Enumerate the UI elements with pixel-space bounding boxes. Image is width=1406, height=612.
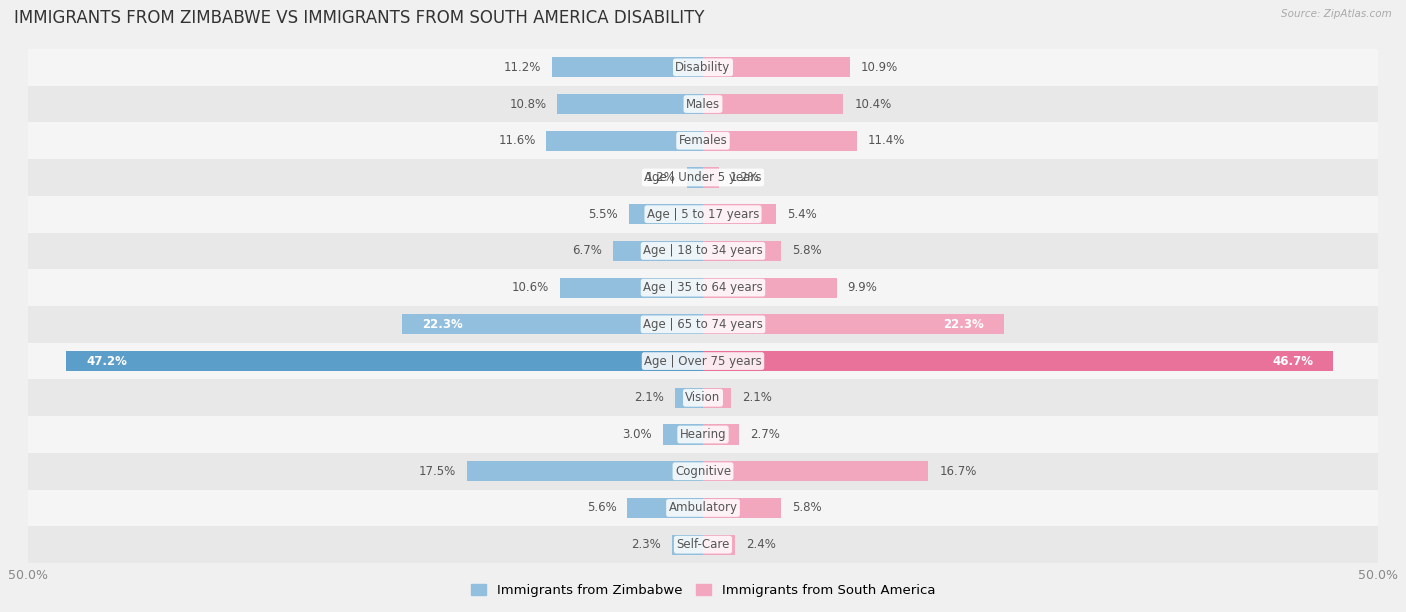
Bar: [28, 269, 1378, 306]
Bar: [703, 278, 837, 297]
Text: 2.3%: 2.3%: [631, 538, 661, 551]
Bar: [675, 388, 703, 408]
Text: 2.4%: 2.4%: [747, 538, 776, 551]
Text: 10.4%: 10.4%: [855, 97, 891, 111]
Text: Ambulatory: Ambulatory: [668, 501, 738, 515]
Bar: [703, 388, 731, 408]
Bar: [703, 351, 1333, 371]
Bar: [66, 351, 703, 371]
Bar: [28, 49, 1378, 86]
Text: 46.7%: 46.7%: [1272, 354, 1313, 368]
Text: Cognitive: Cognitive: [675, 465, 731, 478]
Text: 3.0%: 3.0%: [621, 428, 652, 441]
Bar: [467, 461, 703, 481]
Text: 2.1%: 2.1%: [742, 391, 772, 405]
Legend: Immigrants from Zimbabwe, Immigrants from South America: Immigrants from Zimbabwe, Immigrants fro…: [465, 579, 941, 603]
Text: 5.8%: 5.8%: [792, 244, 821, 258]
Text: Age | 65 to 74 years: Age | 65 to 74 years: [643, 318, 763, 331]
Bar: [28, 526, 1378, 563]
Text: 22.3%: 22.3%: [943, 318, 984, 331]
Bar: [402, 315, 703, 334]
Bar: [28, 122, 1378, 159]
Bar: [703, 241, 782, 261]
Text: 6.7%: 6.7%: [572, 244, 602, 258]
Text: Self-Care: Self-Care: [676, 538, 730, 551]
Text: Age | Under 5 years: Age | Under 5 years: [644, 171, 762, 184]
Text: 11.4%: 11.4%: [868, 134, 905, 147]
Text: Source: ZipAtlas.com: Source: ZipAtlas.com: [1281, 9, 1392, 19]
Text: Males: Males: [686, 97, 720, 111]
Text: 5.8%: 5.8%: [792, 501, 821, 515]
Text: 5.6%: 5.6%: [586, 501, 617, 515]
Text: 2.7%: 2.7%: [751, 428, 780, 441]
Text: Vision: Vision: [685, 391, 721, 405]
Bar: [627, 498, 703, 518]
Bar: [28, 453, 1378, 490]
Bar: [28, 343, 1378, 379]
Text: 9.9%: 9.9%: [848, 281, 877, 294]
Bar: [703, 461, 928, 481]
Bar: [703, 535, 735, 555]
Bar: [28, 159, 1378, 196]
Text: 1.2%: 1.2%: [647, 171, 676, 184]
Text: 10.9%: 10.9%: [860, 61, 898, 74]
Bar: [551, 57, 703, 77]
Bar: [28, 86, 1378, 122]
Text: 17.5%: 17.5%: [419, 465, 456, 478]
Text: 47.2%: 47.2%: [86, 354, 127, 368]
Bar: [28, 233, 1378, 269]
Text: 11.6%: 11.6%: [498, 134, 536, 147]
Text: Age | Over 75 years: Age | Over 75 years: [644, 354, 762, 368]
Bar: [703, 57, 851, 77]
Bar: [703, 167, 720, 187]
Bar: [547, 130, 703, 151]
Bar: [560, 278, 703, 297]
Text: Age | 35 to 64 years: Age | 35 to 64 years: [643, 281, 763, 294]
Text: 10.8%: 10.8%: [509, 97, 547, 111]
Text: 22.3%: 22.3%: [422, 318, 463, 331]
Bar: [703, 315, 1004, 334]
Text: 5.5%: 5.5%: [588, 207, 619, 221]
Text: 5.4%: 5.4%: [787, 207, 817, 221]
Bar: [703, 204, 776, 224]
Bar: [672, 535, 703, 555]
Bar: [703, 130, 856, 151]
Text: Females: Females: [679, 134, 727, 147]
Text: Age | 5 to 17 years: Age | 5 to 17 years: [647, 207, 759, 221]
Bar: [28, 416, 1378, 453]
Text: 11.2%: 11.2%: [503, 61, 541, 74]
Bar: [557, 94, 703, 114]
Text: 1.2%: 1.2%: [730, 171, 759, 184]
Text: 2.1%: 2.1%: [634, 391, 664, 405]
Text: Age | 18 to 34 years: Age | 18 to 34 years: [643, 244, 763, 258]
Bar: [28, 196, 1378, 233]
Text: 16.7%: 16.7%: [939, 465, 977, 478]
Bar: [613, 241, 703, 261]
Bar: [686, 167, 703, 187]
Bar: [703, 94, 844, 114]
Text: Disability: Disability: [675, 61, 731, 74]
Bar: [628, 204, 703, 224]
Text: Hearing: Hearing: [679, 428, 727, 441]
Bar: [28, 490, 1378, 526]
Bar: [703, 425, 740, 444]
Bar: [703, 498, 782, 518]
Bar: [28, 306, 1378, 343]
Bar: [28, 379, 1378, 416]
Text: 10.6%: 10.6%: [512, 281, 550, 294]
Text: IMMIGRANTS FROM ZIMBABWE VS IMMIGRANTS FROM SOUTH AMERICA DISABILITY: IMMIGRANTS FROM ZIMBABWE VS IMMIGRANTS F…: [14, 9, 704, 27]
Bar: [662, 425, 703, 444]
